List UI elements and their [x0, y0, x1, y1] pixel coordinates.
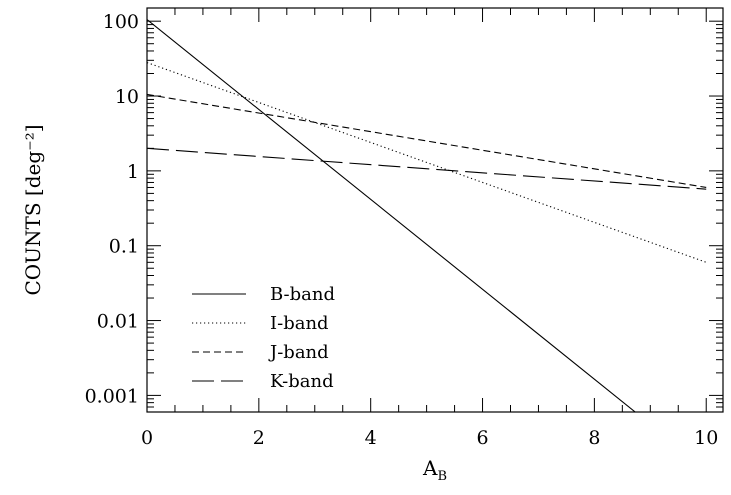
x-tick-label: 2	[253, 427, 265, 449]
y-tick-label: 0.001	[85, 385, 139, 407]
legend: B-band I-band J-band K-band	[192, 284, 335, 392]
legend-label: K-band	[270, 371, 334, 392]
x-tick-label: 6	[476, 427, 488, 449]
y-tick-label: 10	[115, 86, 139, 108]
series-lines	[147, 19, 707, 412]
axis-ticks	[146, 8, 723, 413]
series-line-k-band	[147, 147, 707, 190]
legend-label: I-band	[270, 313, 329, 334]
series-line-b-band	[147, 19, 636, 412]
series-line-j-band	[147, 93, 707, 189]
x-axis-title-main: A	[422, 456, 438, 480]
x-axis-title: AB	[422, 456, 447, 484]
series-line-i-band	[147, 62, 707, 263]
y-tick-label: 100	[103, 11, 139, 33]
y-axis-title: COUNTS [deg⁻²]	[21, 124, 45, 295]
legend-label: J-band	[268, 342, 329, 363]
x-tick-label: 0	[141, 427, 153, 449]
plot-frame	[146, 7, 724, 413]
x-tick-label: 10	[694, 427, 718, 449]
y-tick-label: 0.1	[109, 236, 139, 258]
tick-labels: 0 2 4 6 8 10 0.001 0.01 0.1 1 10 100	[85, 11, 719, 449]
x-tick-label: 4	[365, 427, 377, 449]
y-tick-label: 0.01	[97, 311, 139, 333]
x-tick-label: 8	[588, 427, 600, 449]
x-axis-title-subscript: B	[437, 469, 447, 484]
y-tick-label: 1	[127, 161, 139, 183]
legend-label: B-band	[270, 284, 335, 305]
